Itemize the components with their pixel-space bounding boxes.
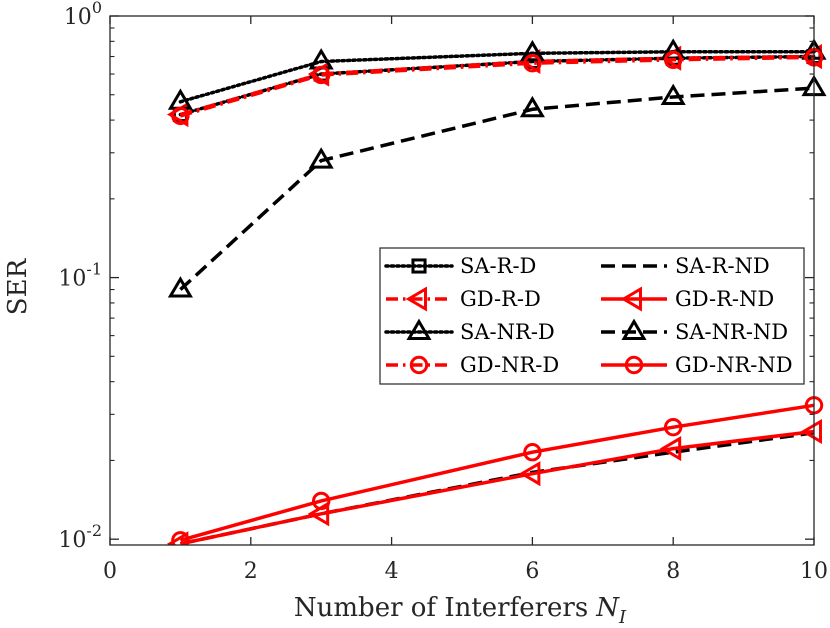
data-point-sa-nr-nd-3 (660, 83, 686, 106)
y-tick-label-1: 10-1 (58, 260, 102, 292)
legend-item-sa-r-d: SA-R-D (384, 254, 536, 278)
y-tick-label-base: 10 (64, 5, 92, 30)
legend-item-gd-nr-d: GD-NR-D (386, 353, 559, 377)
legend-item-gd-nr-nd: GD-NR-ND (601, 353, 793, 377)
x-tick-label-2: 2 (244, 559, 258, 584)
legend-marker-gd-r-d (405, 286, 427, 312)
x-tick-label-6: 6 (525, 559, 539, 584)
legend-marker-gd-r-nd (620, 286, 642, 312)
legend-label-gd-r-d: GD-R-D (460, 287, 541, 311)
x-axis-label-symbol: N (595, 593, 620, 623)
legend-label-gd-r-nd: GD-R-ND (675, 287, 774, 311)
legend-marker-sa-r-d (411, 258, 427, 274)
y-tick-label-base: 10 (58, 528, 86, 553)
series-gd-nr-nd (171, 396, 824, 545)
y-tick-label-base: 10 (58, 267, 86, 292)
y-tick-label-exponent: 0 (92, 0, 102, 17)
axes-box (109, 15, 815, 546)
series-line-sa-nr-d (178, 50, 816, 104)
y-tick-label-2: 100 (64, 0, 102, 30)
x-tick-label-8: 8 (666, 559, 680, 584)
data-point-sa-nr-d-2 (519, 39, 545, 62)
legend-label-sa-nr-d: SA-NR-D (460, 320, 555, 344)
legend-item-gd-r-d: GD-R-D (386, 286, 541, 312)
data-point-gd-nr-d-1 (312, 65, 331, 85)
x-tick-label-10: 10 (800, 559, 828, 584)
x-axis-label: Number of Interferers NI (294, 593, 627, 628)
data-point-gd-r-nd-3 (659, 436, 682, 462)
data-point-gd-nr-d-3 (664, 50, 683, 70)
data-point-gd-nr-nd-1 (312, 491, 331, 511)
legend-item-sa-nr-d: SA-NR-D (384, 318, 555, 344)
data-point-sa-nr-nd-2 (519, 95, 545, 118)
legend-label-gd-nr-nd: GD-NR-ND (675, 353, 793, 377)
y-axis-label: SER (3, 257, 33, 315)
y-tick-label-exponent: -2 (86, 521, 102, 540)
data-point-gd-nr-nd-0 (171, 531, 190, 545)
series-line-gd-r-nd (180, 429, 815, 545)
legend-marker-gd-nr-d (409, 355, 429, 375)
y-tick-label-0: 10-2 (58, 521, 102, 553)
data-point-gd-nr-nd-2 (523, 443, 542, 462)
data-point-gd-nr-nd-3 (664, 417, 683, 437)
series-sa-nr-nd (167, 74, 827, 298)
legend-marker-gd-nr-nd (624, 355, 644, 375)
data-point-sa-nr-nd-0 (167, 276, 193, 298)
legend-label-gd-nr-d: GD-NR-D (460, 353, 559, 377)
legend-label-sa-nr-nd: SA-NR-ND (675, 320, 788, 344)
x-tick-label-4: 4 (385, 559, 399, 584)
series-line-sa-nr-nd (179, 86, 815, 291)
x-axis-label-text: Number of Interferers (294, 593, 588, 623)
data-point-gd-nr-d-2 (523, 54, 542, 73)
data-point-sa-nr-nd-1 (308, 147, 334, 169)
legend-label-sa-r-nd: SA-R-ND (675, 254, 770, 278)
data-point-gd-r-nd-2 (518, 461, 541, 487)
y-tick-label-exponent: -1 (86, 260, 102, 279)
legend-box (379, 247, 805, 385)
data-point-gd-r-nd-4 (800, 418, 822, 445)
series-layer (166, 38, 827, 545)
x-tick-label-0: 0 (103, 559, 117, 584)
x-axis-label-subscript: I (618, 607, 627, 628)
series-gd-r-nd (166, 418, 822, 545)
legend-item-sa-nr-nd: SA-NR-ND (601, 318, 788, 344)
series-line-gd-nr-nd (179, 403, 815, 542)
legend-item-gd-r-nd: GD-R-ND (601, 286, 774, 312)
legend-item-sa-r-nd: SA-R-ND (601, 254, 770, 278)
series-line-gd-nr-d (179, 55, 815, 118)
data-point-gd-nr-d-0 (171, 106, 190, 126)
legend-marker-sa-nr-d (406, 318, 432, 340)
legend: SA-R-D SA-R-ND GD-R-D GD-R-ND SA-NR-D SA-NR-N… (379, 247, 805, 385)
legend-marker-sa-nr-nd (621, 318, 647, 340)
legend-label-sa-r-d: SA-R-D (460, 254, 536, 278)
